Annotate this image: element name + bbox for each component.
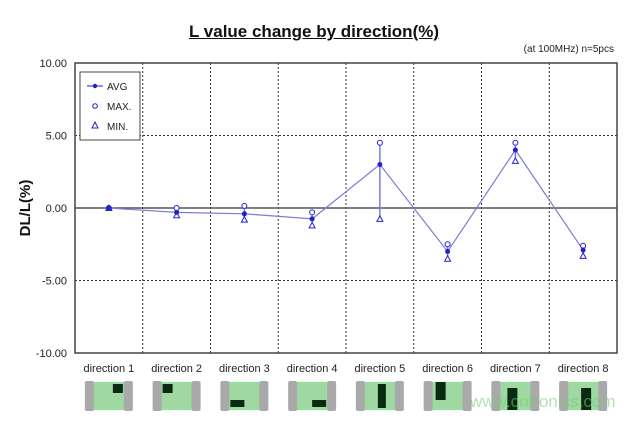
x-tick-label: direction 1 bbox=[83, 363, 134, 375]
chip-electrode-mark bbox=[377, 384, 386, 408]
avg-point bbox=[241, 211, 247, 217]
legend bbox=[79, 71, 141, 141]
plot-frame bbox=[74, 62, 618, 354]
avg-point bbox=[377, 162, 383, 167]
y-tick-label: 5.00 bbox=[46, 131, 67, 143]
y-tick-label: 0.00 bbox=[46, 203, 67, 215]
legend-avg-label: AVG bbox=[107, 82, 128, 93]
avg-point bbox=[445, 249, 451, 254]
chip-end-left bbox=[220, 381, 230, 411]
x-tick-label: direction 6 bbox=[422, 363, 473, 375]
chip-electrode-mark bbox=[312, 400, 327, 407]
x-tick-label: direction 7 bbox=[490, 363, 541, 375]
legend-max-marker bbox=[92, 103, 98, 109]
chip-end-left bbox=[84, 381, 94, 411]
chart-subtitle: (at 100MHz) n=5pcs bbox=[523, 44, 614, 55]
chip-end-left bbox=[559, 381, 569, 411]
max-point bbox=[173, 205, 180, 211]
chip-electrode-mark bbox=[112, 384, 123, 393]
max-point bbox=[512, 139, 519, 146]
min-point bbox=[579, 251, 587, 259]
max-point bbox=[580, 242, 587, 249]
y-tick-label: -5.00 bbox=[42, 276, 67, 288]
max-point bbox=[241, 202, 248, 209]
max-point bbox=[376, 139, 383, 146]
x-tick-label: direction 8 bbox=[558, 363, 609, 375]
chip-end-left bbox=[288, 381, 298, 411]
chip-end-right bbox=[462, 381, 472, 411]
avg-point bbox=[512, 147, 518, 153]
chip-body bbox=[429, 381, 467, 411]
chip-electrode-mark bbox=[581, 388, 592, 410]
max-point bbox=[444, 241, 451, 248]
chip-end-right bbox=[191, 381, 201, 411]
y-axis-label: DL/L(%) bbox=[17, 180, 34, 237]
chip-end-left bbox=[355, 381, 365, 411]
y-tick-label: 10.00 bbox=[39, 58, 67, 70]
avg-point bbox=[309, 216, 315, 222]
min-point bbox=[511, 156, 520, 164]
chart-title: L value change by direction(%) bbox=[188, 22, 440, 41]
chip-end-right bbox=[598, 381, 608, 411]
legend-min-marker bbox=[91, 120, 99, 129]
legend-min-label: MIN. bbox=[107, 122, 128, 133]
chip-end-left bbox=[423, 381, 433, 411]
x-tick-label: direction 4 bbox=[287, 363, 338, 375]
x-tick-label: direction 3 bbox=[219, 363, 270, 375]
y-tick-label: -10.00 bbox=[36, 348, 67, 360]
min-point bbox=[172, 211, 181, 219]
max-point bbox=[309, 209, 316, 216]
chip-electrode-mark bbox=[230, 400, 245, 407]
chip-electrode-mark bbox=[507, 388, 518, 410]
min-point bbox=[308, 221, 316, 229]
chip-electrode-mark bbox=[162, 384, 173, 393]
legend-avg-marker bbox=[92, 83, 98, 89]
avg-line bbox=[108, 148, 584, 253]
chip-electrode-mark bbox=[435, 382, 446, 400]
x-tick-label: direction 2 bbox=[151, 363, 202, 375]
chip-end-right bbox=[394, 381, 404, 411]
legend-max-label: MAX. bbox=[107, 102, 131, 113]
avg-point bbox=[106, 205, 112, 211]
avg-point bbox=[174, 209, 180, 215]
avg-point bbox=[580, 247, 586, 253]
watermark: www.cntronics.com bbox=[470, 392, 616, 411]
min-point bbox=[443, 254, 452, 262]
x-tick-label: direction 5 bbox=[354, 363, 405, 375]
chip-end-right bbox=[259, 381, 269, 411]
min-point bbox=[240, 215, 249, 223]
min-point bbox=[376, 214, 384, 222]
chip-end-right bbox=[123, 381, 133, 411]
chip-end-right bbox=[327, 381, 337, 411]
chip-end-left bbox=[491, 381, 501, 411]
chip-end-right bbox=[530, 381, 540, 411]
chip-end-left bbox=[152, 381, 162, 411]
